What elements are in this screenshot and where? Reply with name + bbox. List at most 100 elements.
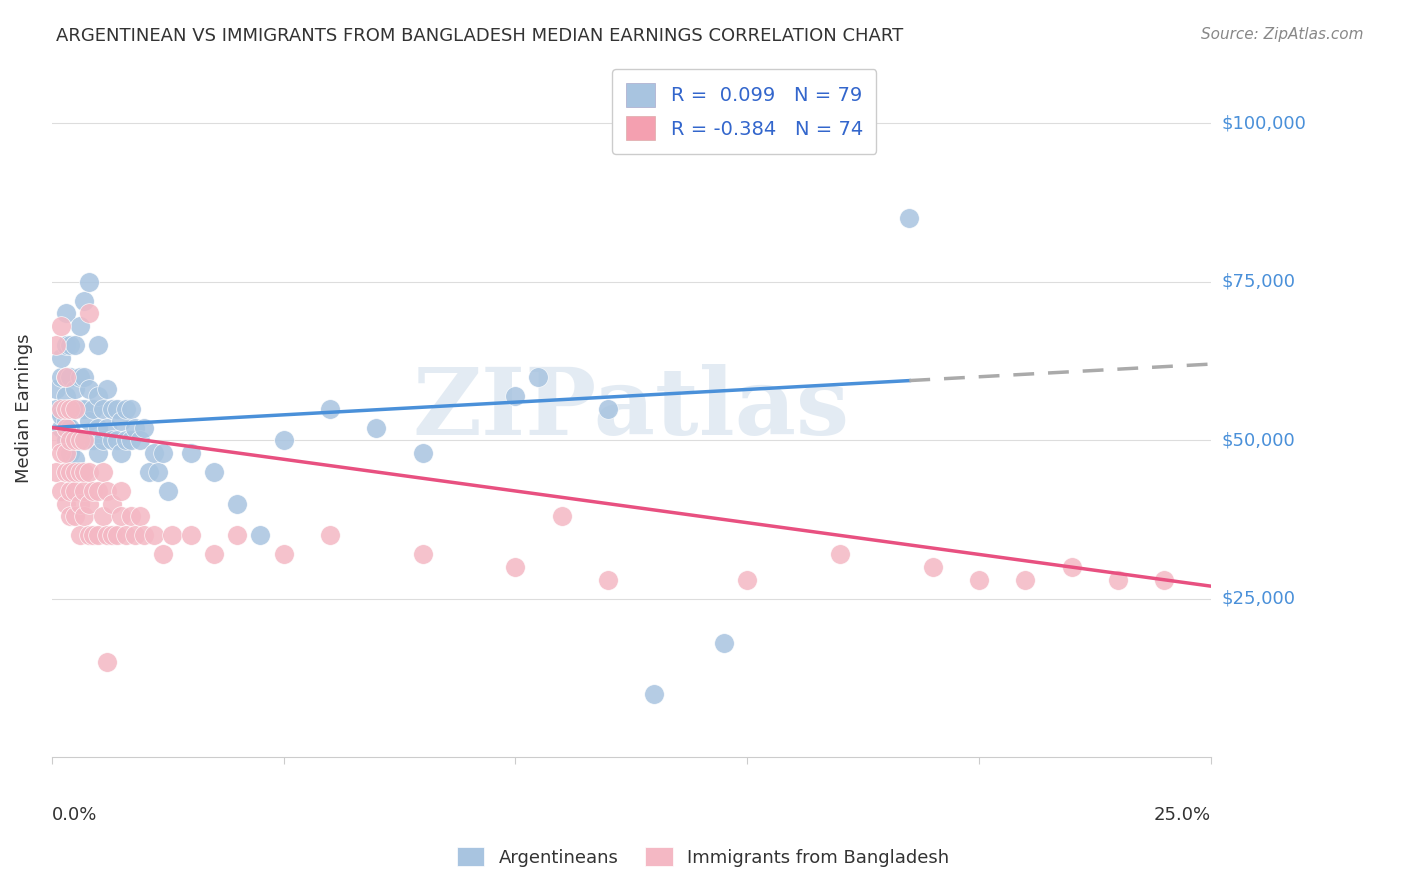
Point — [69, 434, 91, 448]
Point — [505, 389, 527, 403]
Point — [596, 401, 619, 416]
Point — [120, 401, 142, 416]
Point — [82, 483, 104, 498]
Point — [124, 420, 146, 434]
Point — [59, 434, 82, 448]
Point — [101, 401, 124, 416]
Point — [273, 548, 295, 562]
Point — [87, 528, 110, 542]
Point — [49, 401, 72, 416]
Point — [49, 408, 72, 422]
Point — [49, 483, 72, 498]
Point — [412, 446, 434, 460]
Point — [110, 414, 132, 428]
Point — [128, 509, 150, 524]
Point — [120, 509, 142, 524]
Point — [1014, 573, 1036, 587]
Point — [898, 211, 921, 226]
Point — [63, 434, 86, 448]
Point — [59, 420, 82, 434]
Point — [59, 509, 82, 524]
Point — [735, 573, 758, 587]
Point — [596, 573, 619, 587]
Point — [96, 483, 118, 498]
Point — [55, 446, 77, 460]
Point — [226, 497, 249, 511]
Point — [148, 465, 170, 479]
Point — [134, 420, 156, 434]
Point — [87, 446, 110, 460]
Point — [55, 401, 77, 416]
Text: Source: ZipAtlas.com: Source: ZipAtlas.com — [1201, 27, 1364, 42]
Point — [45, 434, 67, 448]
Point — [45, 465, 67, 479]
Point — [49, 420, 72, 434]
Point — [63, 465, 86, 479]
Point — [91, 509, 114, 524]
Point — [63, 401, 86, 416]
Point — [55, 497, 77, 511]
Point — [69, 465, 91, 479]
Point — [55, 389, 77, 403]
Point — [73, 293, 96, 308]
Point — [69, 528, 91, 542]
Point — [59, 401, 82, 416]
Point — [1107, 573, 1129, 587]
Point — [87, 389, 110, 403]
Point — [69, 319, 91, 334]
Point — [55, 369, 77, 384]
Point — [180, 446, 202, 460]
Text: 25.0%: 25.0% — [1153, 806, 1211, 824]
Text: $50,000: $50,000 — [1222, 431, 1295, 450]
Point — [45, 338, 67, 352]
Text: ARGENTINEAN VS IMMIGRANTS FROM BANGLADESH MEDIAN EARNINGS CORRELATION CHART: ARGENTINEAN VS IMMIGRANTS FROM BANGLADES… — [56, 27, 904, 45]
Point — [134, 528, 156, 542]
Point — [120, 434, 142, 448]
Point — [142, 528, 165, 542]
Y-axis label: Median Earnings: Median Earnings — [15, 334, 32, 483]
Point — [202, 548, 225, 562]
Point — [91, 465, 114, 479]
Point — [105, 401, 128, 416]
Point — [63, 509, 86, 524]
Point — [1153, 573, 1175, 587]
Point — [63, 483, 86, 498]
Point — [77, 275, 100, 289]
Point — [156, 483, 179, 498]
Text: $25,000: $25,000 — [1222, 590, 1296, 607]
Point — [73, 434, 96, 448]
Point — [226, 528, 249, 542]
Text: $75,000: $75,000 — [1222, 273, 1296, 291]
Point — [87, 338, 110, 352]
Point — [73, 434, 96, 448]
Point — [55, 420, 77, 434]
Point — [96, 420, 118, 434]
Legend: R =  0.099   N = 79, R = -0.384   N = 74: R = 0.099 N = 79, R = -0.384 N = 74 — [612, 70, 876, 153]
Point — [319, 528, 342, 542]
Legend: Argentineans, Immigrants from Bangladesh: Argentineans, Immigrants from Bangladesh — [450, 840, 956, 874]
Point — [77, 434, 100, 448]
Point — [550, 509, 572, 524]
Point — [49, 446, 72, 460]
Point — [96, 383, 118, 397]
Point — [110, 446, 132, 460]
Point — [63, 338, 86, 352]
Point — [49, 319, 72, 334]
Point — [87, 483, 110, 498]
Point — [713, 636, 735, 650]
Point — [49, 351, 72, 365]
Point — [101, 497, 124, 511]
Point — [412, 548, 434, 562]
Point — [55, 338, 77, 352]
Point — [202, 465, 225, 479]
Point — [55, 420, 77, 434]
Point — [59, 401, 82, 416]
Point — [115, 434, 138, 448]
Point — [110, 483, 132, 498]
Point — [124, 528, 146, 542]
Point — [138, 465, 160, 479]
Point — [55, 414, 77, 428]
Point — [59, 483, 82, 498]
Point — [55, 401, 77, 416]
Point — [527, 369, 550, 384]
